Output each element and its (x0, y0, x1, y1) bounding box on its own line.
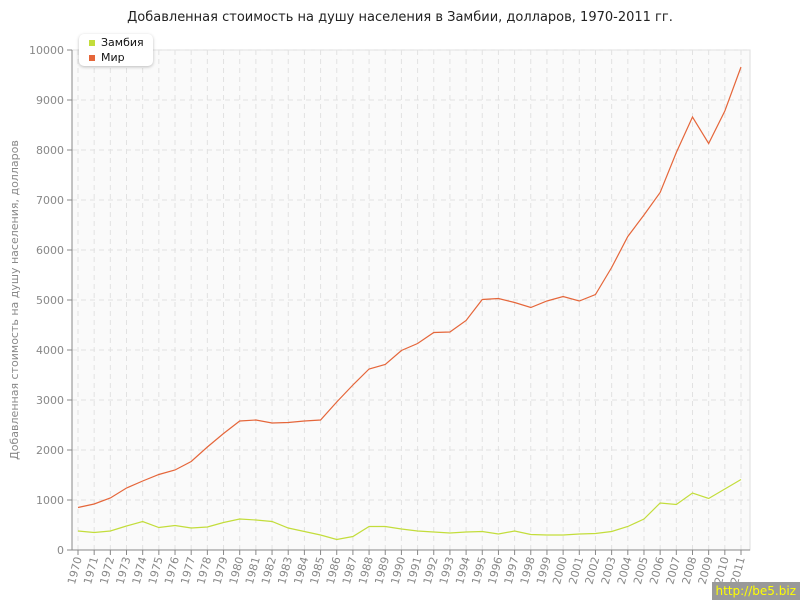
legend-swatch (89, 39, 95, 46)
legend-label: Мир (101, 51, 125, 64)
legend-label: Замбия (101, 36, 144, 49)
y-axis-label: Добавленная стоимость на душу населения,… (8, 140, 21, 460)
y-tick-label: 3000 (36, 394, 64, 407)
y-tick-label: 4000 (36, 344, 64, 357)
legend-swatch (89, 54, 95, 61)
legend: Замбия Мир (79, 34, 153, 66)
y-tick-label: 8000 (36, 144, 64, 157)
legend-item-world[interactable]: Мир (89, 51, 153, 64)
series-line-world (77, 66, 742, 509)
y-tick-label: 1000 (36, 494, 64, 507)
y-tick-label: 2000 (36, 444, 64, 457)
y-tick-label: 0 (57, 544, 64, 557)
legend-item-zambia[interactable]: Замбия (89, 36, 153, 49)
y-tick-label: 5000 (36, 294, 64, 307)
series-line-zambia (77, 478, 742, 541)
watermark[interactable]: http://be5.biz (711, 582, 800, 600)
y-tick-label: 10000 (29, 44, 64, 57)
chart-title: Добавленная стоимость на душу населения … (127, 10, 673, 25)
y-tick-label: 9000 (36, 94, 64, 107)
y-tick-label: 6000 (36, 244, 64, 257)
y-tick-label: 7000 (36, 194, 64, 207)
